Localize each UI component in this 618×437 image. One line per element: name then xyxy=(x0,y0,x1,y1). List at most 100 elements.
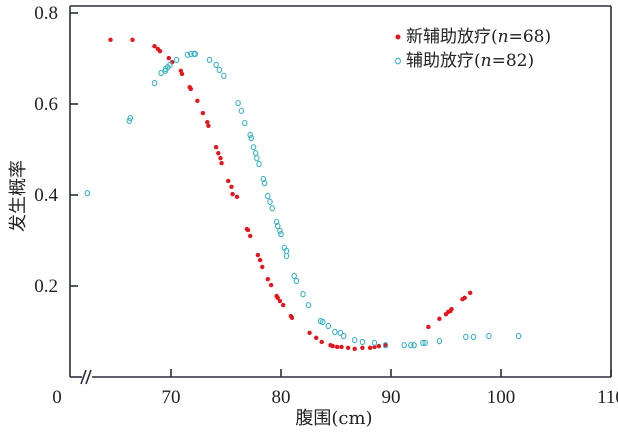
data-point-neoadjuvant xyxy=(468,290,473,296)
data-points xyxy=(84,37,522,351)
data-point-neoadjuvant xyxy=(206,123,211,129)
data-point-adjuvant xyxy=(254,154,260,162)
axis-break-mark xyxy=(80,369,87,385)
data-point-neoadjuvant xyxy=(352,346,357,351)
data-point-neoadjuvant xyxy=(248,233,253,239)
data-point-adjuvant xyxy=(265,192,271,200)
data-point-neoadjuvant xyxy=(449,307,454,312)
origin-tick-label: 0 xyxy=(52,387,62,408)
data-point-adjuvant xyxy=(173,56,180,64)
data-point-adjuvant xyxy=(277,227,283,235)
data-point-neoadjuvant xyxy=(260,264,265,270)
legend: 新辅助放疗(n=68) 辅助放疗(n=82) xyxy=(395,27,551,71)
data-point-adjuvant xyxy=(515,332,522,340)
data-point-neoadjuvant xyxy=(367,345,373,351)
data-point-adjuvant xyxy=(274,222,281,230)
data-point-adjuvant xyxy=(422,339,428,347)
plot-frame xyxy=(69,5,612,385)
data-point-neoadjuvant xyxy=(200,110,206,116)
legend-label: 新辅助放疗(n=68) xyxy=(406,27,551,47)
data-point-adjuvant xyxy=(300,291,306,298)
data-point-neoadjuvant xyxy=(213,145,219,150)
x-tick-label: 100 xyxy=(487,387,516,408)
data-point-neoadjuvant xyxy=(230,191,235,197)
y-axis-title: 发生概率 xyxy=(8,160,29,232)
data-point-neoadjuvant xyxy=(245,227,251,233)
data-point-neoadjuvant xyxy=(108,37,113,43)
data-point-neoadjuvant xyxy=(188,86,193,92)
data-point-neoadjuvant xyxy=(277,298,283,304)
data-point-adjuvant xyxy=(359,338,366,346)
data-point-neoadjuvant xyxy=(257,257,263,263)
data-point-neoadjuvant xyxy=(255,252,261,258)
data-point-neoadjuvant xyxy=(339,344,344,350)
data-point-adjuvant xyxy=(250,144,257,151)
data-point-neoadjuvant xyxy=(289,315,295,321)
data-point-adjuvant xyxy=(470,333,477,341)
data-point-neoadjuvant xyxy=(226,178,231,184)
data-point-adjuvant xyxy=(260,175,267,183)
legend-label: 辅助放疗(n=82) xyxy=(406,51,534,71)
data-point-adjuvant xyxy=(486,332,492,340)
data-point-neoadjuvant xyxy=(360,345,365,351)
data-point-neoadjuvant xyxy=(462,295,467,301)
data-point-adjuvant xyxy=(320,318,326,326)
data-point-neoadjuvant xyxy=(130,37,135,43)
data-point-adjuvant xyxy=(371,339,378,347)
data-point-adjuvant xyxy=(351,336,358,344)
data-point-neoadjuvant xyxy=(219,160,224,166)
data-point-adjuvant xyxy=(221,72,227,79)
data-point-neoadjuvant xyxy=(169,59,175,65)
data-point-adjuvant xyxy=(273,218,280,225)
data-point-adjuvant xyxy=(256,160,262,168)
data-point-adjuvant xyxy=(238,107,245,114)
x-tick-label: 80 xyxy=(272,387,291,408)
data-point-adjuvant xyxy=(167,61,173,69)
data-point-adjuvant xyxy=(340,332,347,340)
data-point-adjuvant xyxy=(293,277,300,285)
data-point-adjuvant xyxy=(408,341,414,349)
axis-break-mark xyxy=(85,369,92,385)
data-point-adjuvant xyxy=(192,50,198,58)
data-point-adjuvant xyxy=(401,341,407,349)
data-point-adjuvant xyxy=(411,341,417,349)
data-point-adjuvant xyxy=(151,79,158,87)
y-tick-label: 0.6 xyxy=(34,94,58,115)
x-tick-label: 70 xyxy=(162,387,181,408)
y-tick-label: 0.4 xyxy=(34,185,58,206)
data-point-adjuvant xyxy=(382,341,389,349)
x-tick-label: 110 xyxy=(597,387,618,408)
data-point-neoadjuvant xyxy=(265,276,270,282)
data-point-adjuvant xyxy=(184,51,191,59)
data-point-adjuvant xyxy=(206,56,213,64)
data-point-neoadjuvant xyxy=(195,98,200,104)
data-point-neoadjuvant xyxy=(275,295,280,301)
data-point-adjuvant xyxy=(216,66,223,74)
data-point-adjuvant xyxy=(283,252,290,260)
data-point-neoadjuvant xyxy=(345,345,351,351)
data-point-adjuvant xyxy=(269,205,275,212)
data-point-neoadjuvant xyxy=(229,184,234,190)
data-point-adjuvant xyxy=(267,198,273,205)
data-point-adjuvant xyxy=(332,328,338,336)
data-point-adjuvant xyxy=(420,339,426,347)
data-point-adjuvant xyxy=(463,333,469,341)
data-point-adjuvant xyxy=(158,69,164,77)
legend-marker-open-circle xyxy=(395,57,401,65)
data-point-adjuvant xyxy=(84,190,91,197)
data-point-adjuvant xyxy=(241,119,248,127)
data-point-neoadjuvant xyxy=(426,324,431,330)
y-tick-label: 0.8 xyxy=(34,3,58,24)
data-point-neoadjuvant xyxy=(234,194,240,200)
data-point-adjuvant xyxy=(436,337,443,345)
data-point-adjuvant xyxy=(248,134,255,142)
data-point-neoadjuvant xyxy=(281,302,286,308)
data-point-neoadjuvant xyxy=(334,344,340,350)
data-point-neoadjuvant xyxy=(268,282,274,288)
x-tick-label: 90 xyxy=(382,387,401,408)
data-point-adjuvant xyxy=(337,329,344,337)
data-point-adjuvant xyxy=(325,322,332,330)
data-point-neoadjuvant xyxy=(314,335,319,341)
y-tick-label: 0.2 xyxy=(34,276,58,297)
